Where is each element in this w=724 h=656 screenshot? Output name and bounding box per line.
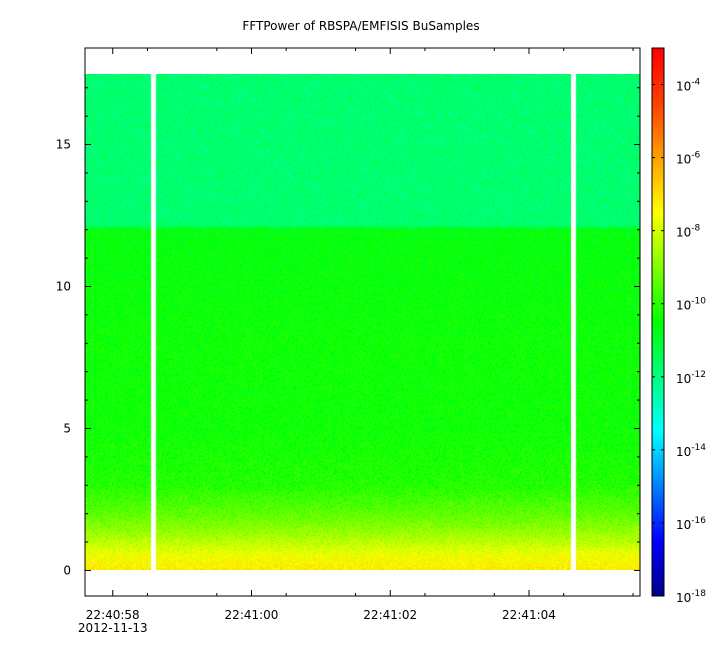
y-tick-label: 15 <box>56 138 71 152</box>
plot-frame <box>84 47 641 597</box>
colorbar-tick-label: 10-10 <box>676 297 706 313</box>
x-tick-label: 22:41:04 <box>502 608 556 622</box>
colorbar-frame <box>651 47 665 597</box>
x-tick-label: 22:41:02 <box>363 608 417 622</box>
x-tick-label: 22:41:00 <box>225 608 279 622</box>
spectrogram-heatmap <box>85 74 640 570</box>
y-tick-label: 0 <box>63 563 71 577</box>
colorbar: 10-4 10-6 10-8 10-10 10-12 10-14 10-16 10-18 <box>651 47 706 605</box>
y-axis: 0 5 10 15 <box>56 87 640 577</box>
colorbar-tick-label: 10-6 <box>676 151 701 167</box>
colorbar-ticks: 10-4 10-6 10-8 10-10 10-12 10-14 10-16 10-18 <box>652 78 706 605</box>
colorbar-tick-label: 10-8 <box>676 224 701 240</box>
x-tick-label: 22:40:58 <box>86 608 140 622</box>
colorbar-tick-label: 10-18 <box>676 589 706 605</box>
chart-title: FFTPower of RBSPA/EMFISIS BuSamples <box>242 19 479 33</box>
y-tick-label: 10 <box>56 280 71 294</box>
y-tick-label: 5 <box>63 421 71 435</box>
x-axis: 22:40:58 22:41:00 22:41:02 22:41:04 2012-11-… <box>78 48 634 635</box>
x-date-label: 2012-11-13 <box>78 621 148 635</box>
colorbar-gradient <box>652 48 664 596</box>
colorbar-tick-label: 10-4 <box>676 78 701 94</box>
colorbar-tick-label: 10-16 <box>676 516 706 532</box>
colorbar-tick-label: 10-14 <box>676 443 706 459</box>
colorbar-tick-label: 10-12 <box>676 370 706 386</box>
plot-area <box>85 74 640 570</box>
